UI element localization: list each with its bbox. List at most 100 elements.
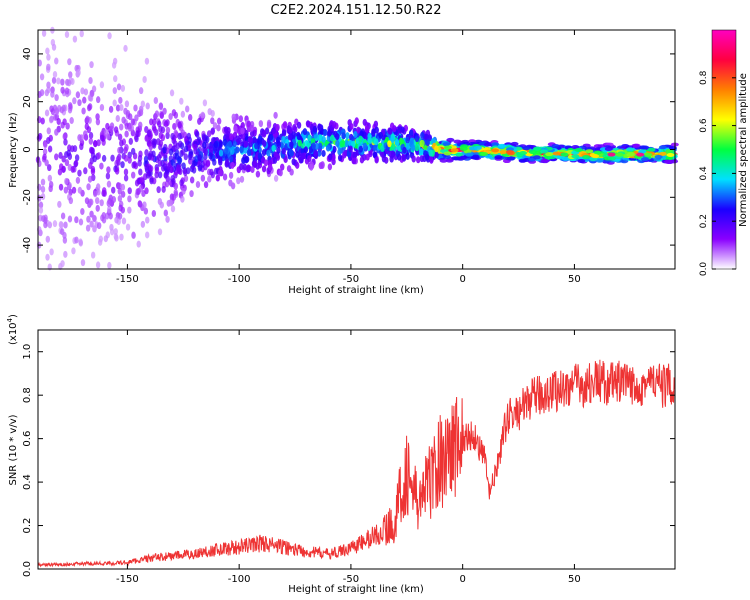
spectrogram-cell (216, 124, 221, 132)
spectrogram-cell (291, 131, 296, 139)
spectrogram-cell (309, 163, 314, 171)
spectrogram-cell (127, 195, 132, 203)
spectrogram-cell (145, 171, 151, 179)
spectrogram-cell (54, 107, 59, 115)
spectrogram-cell (117, 187, 122, 195)
spectrogram-cell (48, 180, 54, 188)
spectrogram-cell (607, 152, 616, 157)
spectrogram-cell (85, 224, 91, 232)
spectrogram-cell (108, 212, 113, 220)
snr-x-axis-label: Height of straight line (km) (288, 584, 424, 595)
spectrogram-cell (47, 145, 53, 153)
spectrogram-cell (65, 122, 70, 130)
spectrogram-cell (118, 96, 123, 104)
spectrogram-cell (585, 149, 594, 154)
spectrogram-cell (213, 141, 219, 149)
spectrogram-cell (229, 133, 234, 141)
spectrogram-cell (664, 159, 673, 164)
spectrogram-cell (170, 175, 175, 183)
spectrogram-cell (95, 197, 100, 205)
spectrogram-cell (271, 144, 276, 152)
spectrogram-cell (75, 176, 81, 184)
spectrogram-cell (390, 150, 396, 158)
spectrogram-cell (134, 135, 139, 143)
spectrogram-cell (200, 111, 205, 119)
spectrogram-cell (410, 144, 416, 152)
spectrogram-cell (123, 107, 128, 115)
spectrogram-cell (499, 150, 508, 155)
spectrogram-cell (130, 147, 136, 155)
spectrogram-cell (60, 260, 65, 268)
spectrogram-cell (52, 220, 58, 228)
spectrogram-x-ticks: -150 -100 -50 0 50 (116, 30, 581, 285)
snr-y-tick-label: 0.6 (22, 431, 33, 447)
spectrogram-cell (175, 142, 181, 150)
spectrogram-cell (130, 118, 136, 126)
spectrogram-cell (615, 152, 624, 157)
snr-y-tick-label: 0.0 (22, 561, 33, 577)
spectrogram-x-tick-label: 50 (568, 274, 581, 285)
spectrogram-cell (82, 96, 87, 104)
spectrogram-cell (254, 142, 259, 150)
spectrogram-cell (442, 142, 451, 147)
spectrogram-cell (510, 141, 519, 146)
spectrogram-cell (77, 134, 82, 142)
spectrogram-cell (272, 156, 278, 164)
spectrogram-cell (239, 163, 244, 171)
spectrogram-cell (507, 156, 516, 161)
spectrogram-cell (38, 206, 44, 214)
snr-y-tick-label: 0.4 (22, 474, 33, 490)
spectrogram-cell (40, 178, 46, 186)
spectrogram-cell (177, 157, 182, 165)
spectrogram-cell (189, 165, 195, 173)
spectrogram-cell (261, 149, 267, 157)
spectrogram-cell (99, 104, 105, 112)
spectrogram-cell (552, 151, 561, 156)
spectrogram-cell (218, 141, 223, 149)
spectrogram-cell (276, 136, 281, 144)
spectrogram-cell (368, 150, 373, 158)
spectrogram-cell (127, 156, 132, 164)
spectrogram-cell (45, 253, 50, 261)
spectrogram-cell (337, 148, 342, 156)
spectrogram-cell (658, 151, 667, 156)
spectrogram-cell (89, 146, 94, 154)
spectrogram-cell (154, 166, 160, 174)
spectrogram-cell (96, 188, 101, 196)
spectrogram-cell (46, 53, 51, 61)
spectrogram-cell (200, 174, 206, 182)
spectrogram-cell (96, 139, 101, 147)
spectrogram-cell (640, 157, 649, 162)
spectrogram-cell (443, 151, 452, 156)
spectrogram-cell (394, 139, 400, 147)
spectrogram-cell (115, 114, 120, 122)
spectrogram-cell (114, 216, 119, 224)
snr-plot-area (38, 330, 675, 569)
snr-frame (37, 329, 676, 570)
spectrogram-cell (48, 116, 54, 124)
spectrogram-cell (115, 104, 121, 112)
spectrogram-cell (276, 146, 281, 154)
spectrogram-cell (168, 199, 174, 207)
spectrogram-cell (81, 107, 86, 115)
spectrogram-cell (201, 133, 206, 141)
spectrogram-cell (72, 145, 78, 153)
spectrogram-cell (181, 187, 186, 195)
spectrogram-cell (405, 142, 410, 150)
spectrogram-cell (160, 126, 166, 134)
spectrogram-cell (140, 100, 146, 108)
spectrogram-cell (80, 87, 85, 95)
spectrogram-cell (289, 141, 294, 149)
spectrogram-cell (133, 162, 139, 170)
spectrogram-cell (40, 185, 46, 193)
spectrogram-cell (76, 68, 81, 76)
spectrogram-cell (111, 186, 116, 194)
spectrogram-cell (128, 137, 134, 145)
spectrogram-cell (77, 169, 82, 177)
spectrogram-cell (186, 132, 191, 140)
spectrogram-cell (255, 170, 261, 178)
spectrogram-cell (280, 163, 285, 171)
spectrogram-cell (53, 113, 58, 121)
spectrogram-cell (44, 159, 49, 167)
snr-y-tick-label: 0.8 (22, 387, 33, 403)
